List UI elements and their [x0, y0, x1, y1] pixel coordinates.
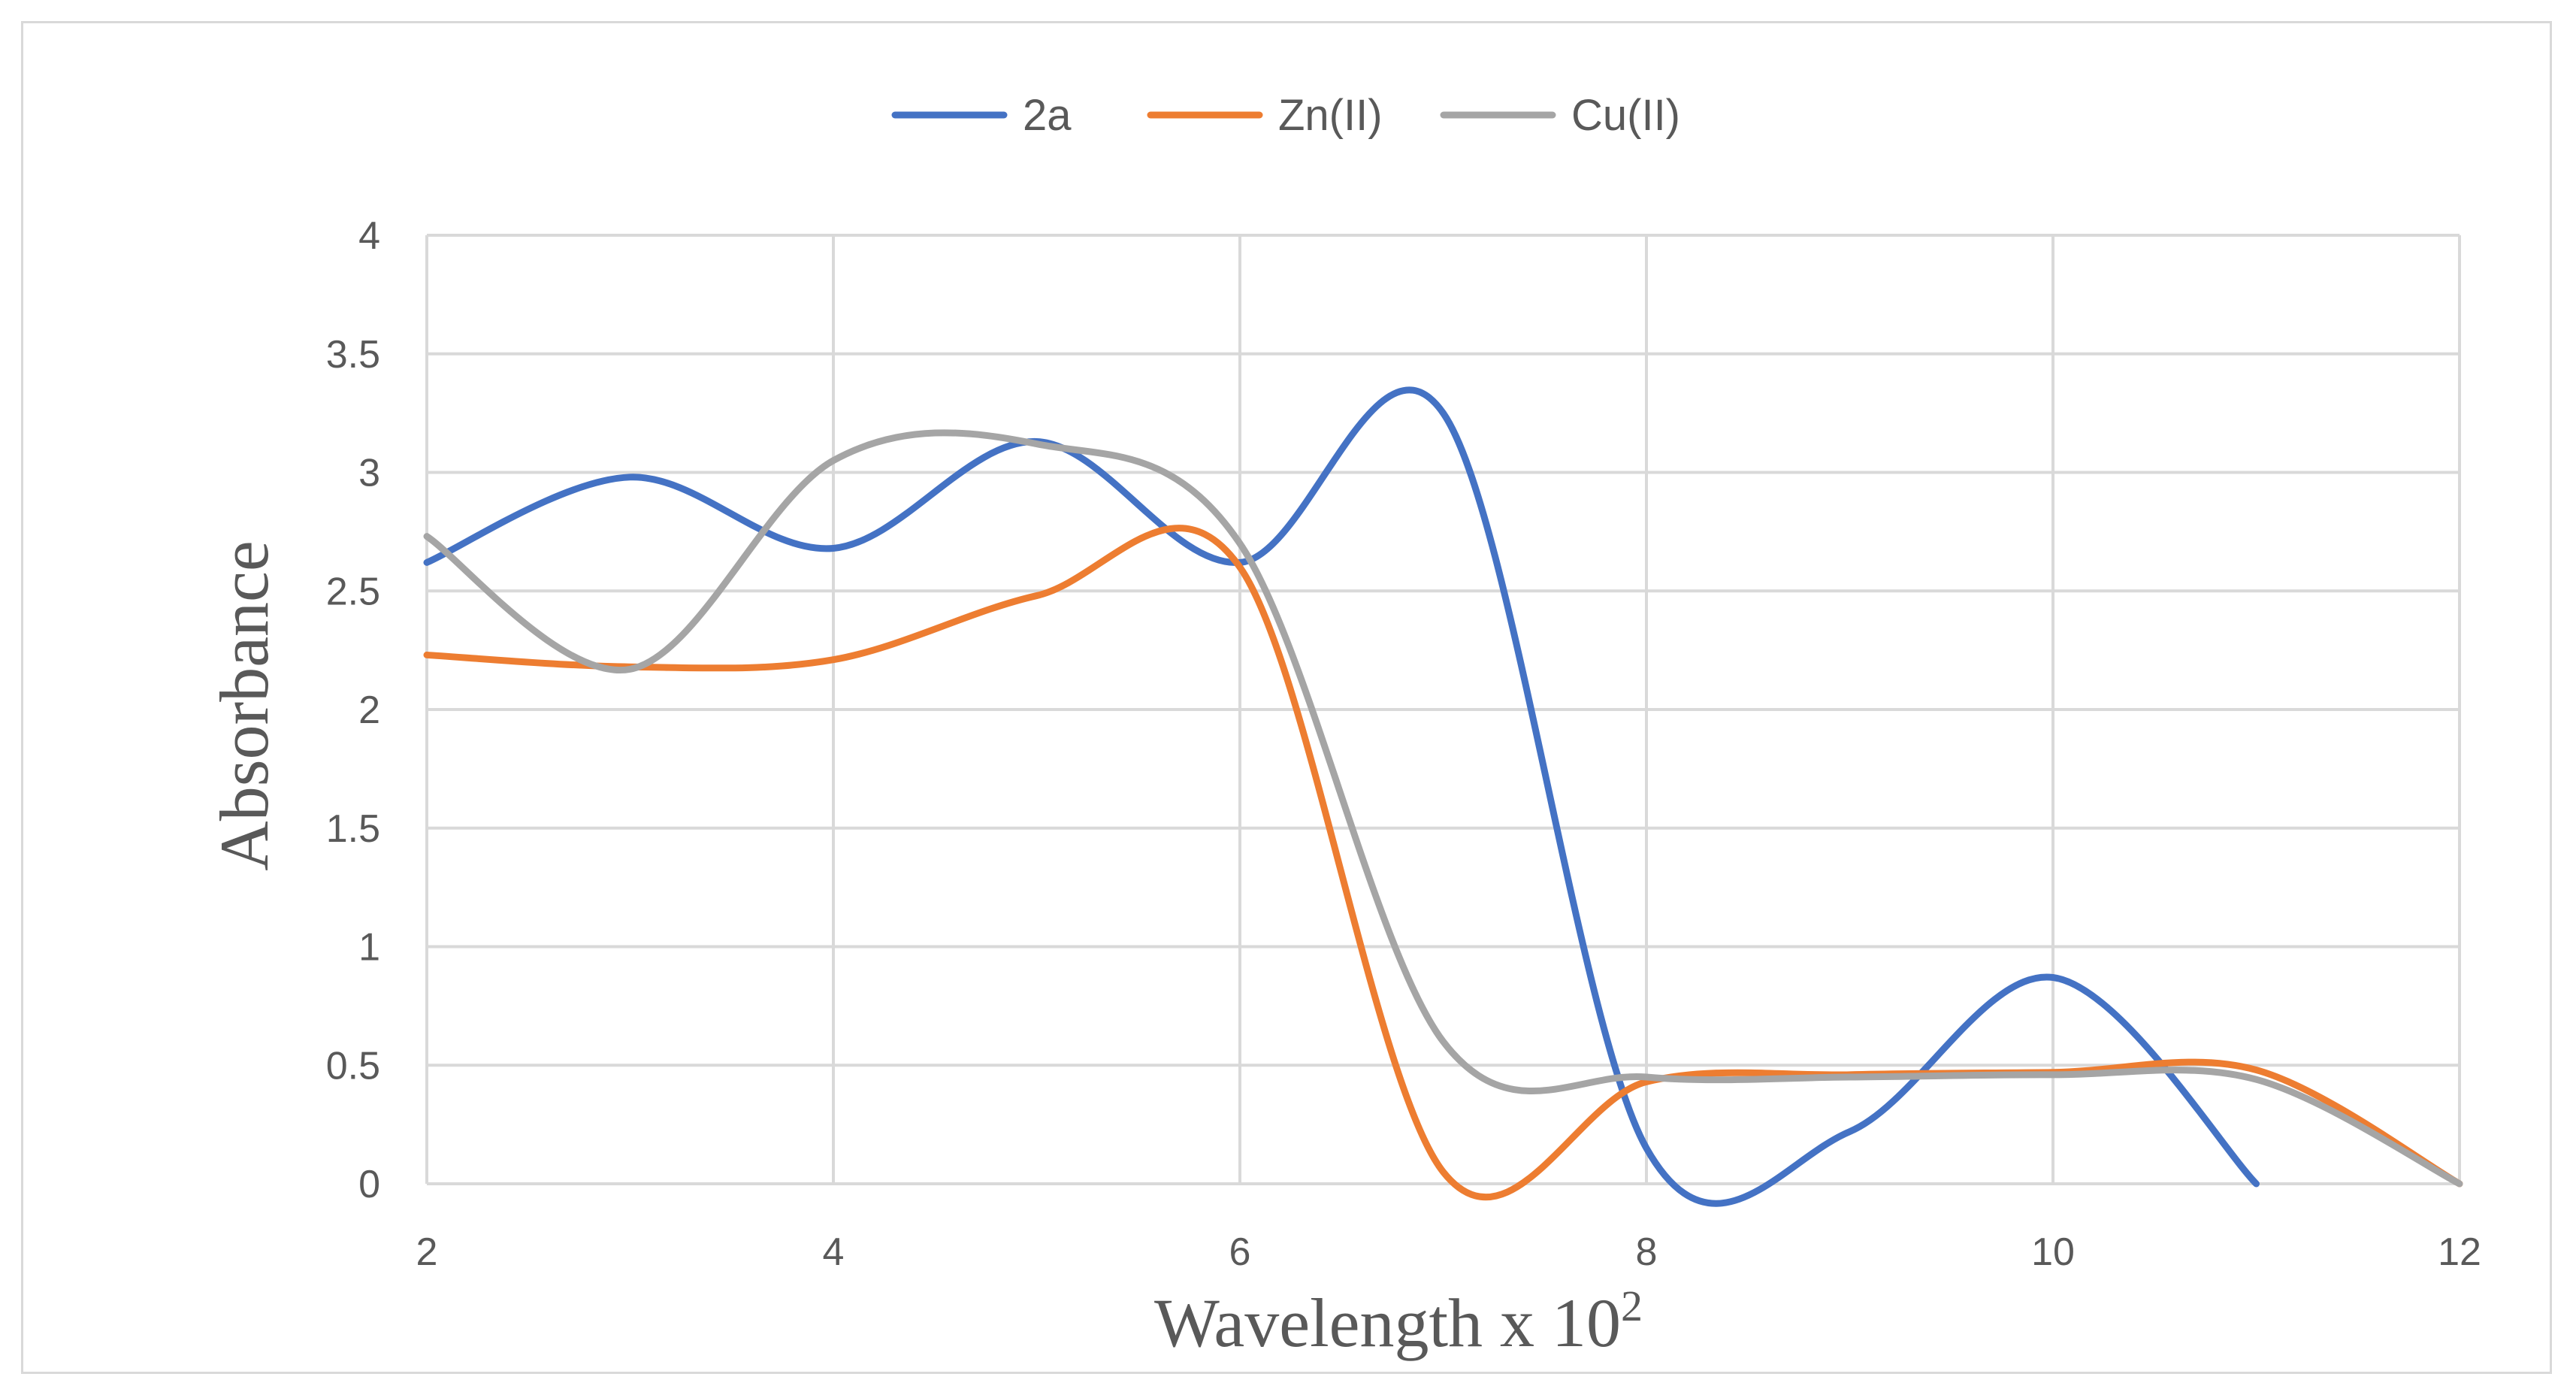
- x-tick-label: 2: [416, 1230, 438, 1274]
- y-axis-title: Absorbance: [206, 540, 283, 870]
- y-tick-label: 1: [358, 926, 380, 970]
- legend-label-zn-ii: Zn(II): [1278, 91, 1383, 140]
- y-tick-label: 2.5: [326, 570, 380, 613]
- y-tick-label: 0.5: [326, 1044, 380, 1088]
- x-tick-label: 10: [2031, 1230, 2075, 1274]
- series-line-cu-ii: [423, 429, 2463, 1188]
- x-axis-title-superscript: 2: [1621, 1282, 1643, 1330]
- x-axis-title: Wavelength x 102: [1154, 1282, 1643, 1361]
- y-tick-label: 3: [358, 452, 380, 495]
- series-line-zn-ii: [423, 525, 2463, 1200]
- series-layer: [423, 386, 2463, 1207]
- y-tick-label: 0: [358, 1163, 380, 1206]
- x-tick-label: 8: [1636, 1230, 1658, 1274]
- chart-svg: 0 0.5 1 1.5 2 2.5 3 3.5 4 2 4 6 8 10 12 2a Zn(II) Cu(II)…: [206, 91, 2481, 1361]
- y-tick-label: 4: [358, 214, 380, 258]
- y-tick-label: 1.5: [326, 807, 380, 851]
- x-tick-label: 6: [1229, 1230, 1251, 1274]
- legend: 2a Zn(II) Cu(II): [891, 91, 1680, 140]
- x-tick-label: 12: [2438, 1230, 2481, 1274]
- grid: [425, 234, 2461, 1185]
- x-axis-title-main: Wavelength x 10: [1154, 1285, 1621, 1361]
- chart-area: 0 0.5 1 1.5 2 2.5 3 3.5 4 2 4 6 8 10 12 2a Zn(II) Cu(II)…: [21, 21, 2552, 1374]
- tick-labels: 0 0.5 1 1.5 2 2.5 3 3.5 4 2 4 6 8 10 12: [326, 214, 2481, 1274]
- legend-label-2a: 2a: [1023, 91, 1072, 140]
- series-line-2a: [423, 386, 2260, 1207]
- y-tick-label: 2: [358, 688, 380, 732]
- y-tick-label: 3.5: [326, 333, 380, 377]
- legend-label-cu-ii: Cu(II): [1571, 91, 1680, 140]
- x-tick-label: 4: [823, 1230, 845, 1274]
